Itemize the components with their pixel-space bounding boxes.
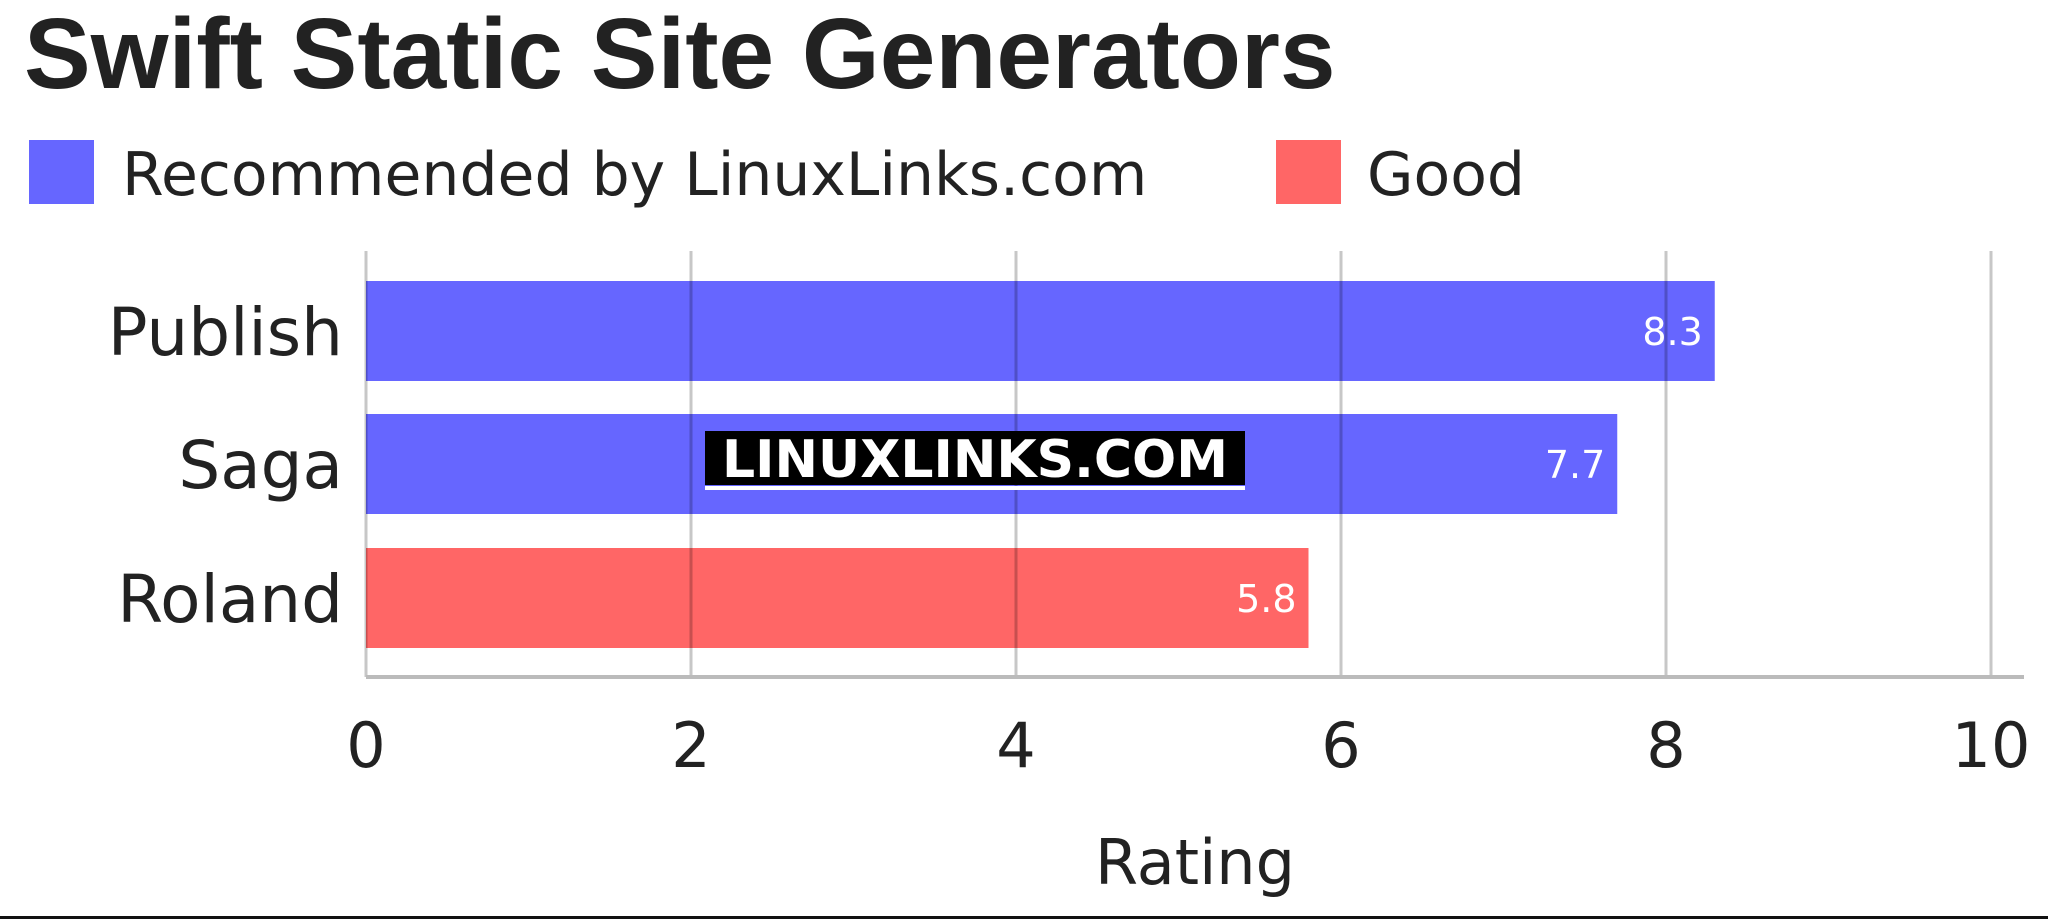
chart-title: Swift Static Site Generators (24, 0, 1335, 110)
value-label: 8.3 (1642, 310, 1702, 354)
category-label: Publish (108, 294, 343, 371)
watermark: LINUXLINKS.COM (705, 430, 1245, 490)
y-axis-categories: Publish Saga Roland (108, 294, 343, 638)
category-label: Saga (178, 427, 343, 504)
value-label: 5.8 (1236, 577, 1296, 621)
legend-label-recommended: Recommended by LinuxLinks.com (122, 140, 1147, 210)
legend: Recommended by LinuxLinks.com Good (29, 140, 1525, 210)
legend-swatch-recommended (29, 140, 94, 204)
bottom-border (0, 916, 2048, 919)
tick-label: 0 (346, 709, 385, 782)
tick-label: 2 (671, 709, 710, 782)
tick-label: 10 (1952, 709, 2031, 782)
value-label: 7.7 (1545, 443, 1605, 487)
bar-roland (366, 548, 1309, 648)
tick-label: 4 (996, 709, 1035, 782)
x-axis-ticks: 0 2 4 6 8 10 (346, 709, 2030, 782)
legend-label-good: Good (1367, 140, 1525, 210)
value-labels: 8.3 7.7 5.8 (1236, 310, 1703, 621)
watermark-text: LINUXLINKS.COM (722, 430, 1228, 490)
x-axis-label: Rating (1095, 826, 1295, 899)
bar-publish (366, 281, 1715, 381)
gridlines (364, 251, 2024, 679)
tick-label: 8 (1646, 709, 1685, 782)
tick-label: 6 (1321, 709, 1360, 782)
legend-swatch-good (1276, 140, 1341, 204)
category-label: Roland (117, 561, 343, 638)
